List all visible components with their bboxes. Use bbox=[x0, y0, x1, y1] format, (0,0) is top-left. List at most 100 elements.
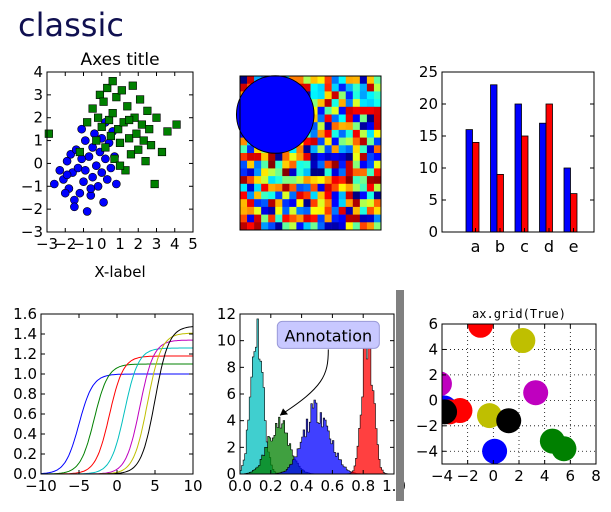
y-tick-label: 1.2 bbox=[13, 345, 37, 363]
heatmap-cell bbox=[261, 199, 269, 208]
heatmap-cell bbox=[289, 183, 297, 192]
heatmap-cell bbox=[338, 176, 347, 185]
x-tick-label: 3 bbox=[152, 235, 162, 253]
heatmap-cell bbox=[275, 206, 283, 215]
heatmap-cell bbox=[352, 183, 361, 192]
scatter-point bbox=[132, 129, 141, 138]
heatmap-cell bbox=[254, 176, 262, 185]
scatter-point bbox=[476, 403, 502, 429]
y-tick-label: 6 bbox=[428, 315, 438, 333]
slider-bar[interactable] bbox=[396, 290, 404, 501]
heatmap-cell bbox=[345, 176, 354, 185]
heatmap-cell bbox=[296, 145, 304, 154]
heatmap-cell bbox=[296, 214, 304, 223]
heatmap-cell bbox=[303, 199, 311, 208]
heatmap-cell bbox=[261, 183, 269, 192]
heatmap-cell bbox=[331, 83, 339, 92]
heatmap-cell bbox=[366, 91, 375, 100]
heatmap-cell bbox=[303, 176, 311, 185]
heatmap-cell bbox=[366, 222, 375, 231]
scatter-point bbox=[49, 179, 59, 189]
heatmap-cell bbox=[338, 106, 347, 115]
heatmap-cell bbox=[317, 91, 325, 100]
scatter-point bbox=[60, 188, 70, 198]
heatmap-cell bbox=[240, 153, 248, 161]
heatmap-cell bbox=[254, 222, 262, 231]
heatmap-cell bbox=[296, 183, 304, 192]
heatmap-cell bbox=[324, 153, 332, 161]
heatmap-cell bbox=[268, 153, 276, 161]
bar bbox=[539, 122, 547, 233]
heatmap-cell bbox=[352, 222, 361, 231]
x-tick-label: 6 bbox=[566, 467, 576, 485]
heatmap-cell bbox=[373, 206, 382, 215]
heatmap-cell bbox=[282, 222, 290, 231]
heatmap-cell bbox=[296, 76, 304, 84]
heatmap-cell bbox=[324, 183, 332, 192]
scatter-point bbox=[150, 179, 159, 189]
x-tick-label: 0 bbox=[489, 467, 499, 485]
heatmap-cell bbox=[324, 137, 332, 146]
heatmap-cell bbox=[331, 122, 339, 131]
heatmap-cell bbox=[240, 160, 248, 169]
scatter-point bbox=[55, 165, 65, 175]
x-tick-label: 0.0 bbox=[228, 477, 252, 495]
x-tick-label: −4 bbox=[431, 467, 453, 485]
heatmap-cell bbox=[359, 145, 368, 154]
heatmap-cell bbox=[366, 214, 375, 223]
y-tick-label: 1.6 bbox=[13, 305, 37, 323]
heatmap-cell bbox=[310, 206, 318, 215]
axes-bar: a b c d e 0 5 10 15 20 25 bbox=[419, 63, 595, 256]
heatmap-cell bbox=[240, 176, 248, 185]
scatter-point bbox=[121, 166, 130, 175]
scatter-point bbox=[102, 175, 112, 184]
heatmap-cell bbox=[373, 222, 382, 231]
heatmap-cell bbox=[261, 176, 269, 185]
heatmap-cell bbox=[366, 206, 375, 215]
heatmap-cell bbox=[359, 183, 368, 192]
heatmap-cell bbox=[352, 191, 361, 200]
heatmap-cell bbox=[338, 99, 347, 108]
heatmap-cell bbox=[373, 168, 382, 177]
series-line bbox=[40, 363, 193, 475]
heatmap-cell bbox=[366, 129, 375, 138]
heatmap-cell bbox=[275, 222, 283, 231]
heatmap-cell bbox=[303, 214, 311, 223]
scatter-point bbox=[108, 77, 117, 86]
heatmap-cell bbox=[324, 176, 332, 185]
y-tick-label: 10 bbox=[217, 332, 236, 350]
heatmap-cell bbox=[282, 160, 290, 169]
heatmap-cell bbox=[247, 76, 255, 84]
y-tick-label: −4 bbox=[416, 442, 438, 460]
heatmap-cell bbox=[352, 106, 361, 115]
x-tick-label: 5 bbox=[150, 477, 160, 495]
heatmap-cell bbox=[275, 199, 283, 208]
heatmap-cell bbox=[345, 91, 354, 100]
x-tick-label: −10 bbox=[25, 477, 57, 495]
heatmap-cell bbox=[317, 153, 325, 161]
heatmap-cell bbox=[331, 160, 339, 169]
scatter-point bbox=[108, 109, 117, 118]
x-tick-label: 0 bbox=[97, 235, 107, 253]
axes-title: Axes title bbox=[80, 50, 159, 70]
heatmap-cell bbox=[247, 160, 255, 169]
heatmap-cell bbox=[240, 137, 248, 146]
heatmap-cell bbox=[345, 83, 354, 92]
heatmap-cell bbox=[324, 114, 332, 123]
x-tick-label: 0.4 bbox=[290, 477, 314, 495]
heatmap-cell bbox=[352, 122, 361, 131]
heatmap-cell bbox=[303, 145, 311, 154]
heatmap-cell bbox=[338, 114, 347, 123]
heatmap-cell bbox=[275, 176, 283, 185]
scatter-point bbox=[79, 177, 88, 187]
heatmap-cell bbox=[331, 145, 339, 154]
scatter-point bbox=[86, 184, 96, 193]
scatter-point bbox=[70, 202, 79, 212]
heatmap-cell bbox=[289, 168, 297, 177]
heatmap-cell bbox=[331, 129, 339, 138]
scatter-point bbox=[125, 134, 134, 143]
heatmap-cell bbox=[373, 91, 382, 100]
y-tick-label: −2 bbox=[21, 200, 43, 218]
